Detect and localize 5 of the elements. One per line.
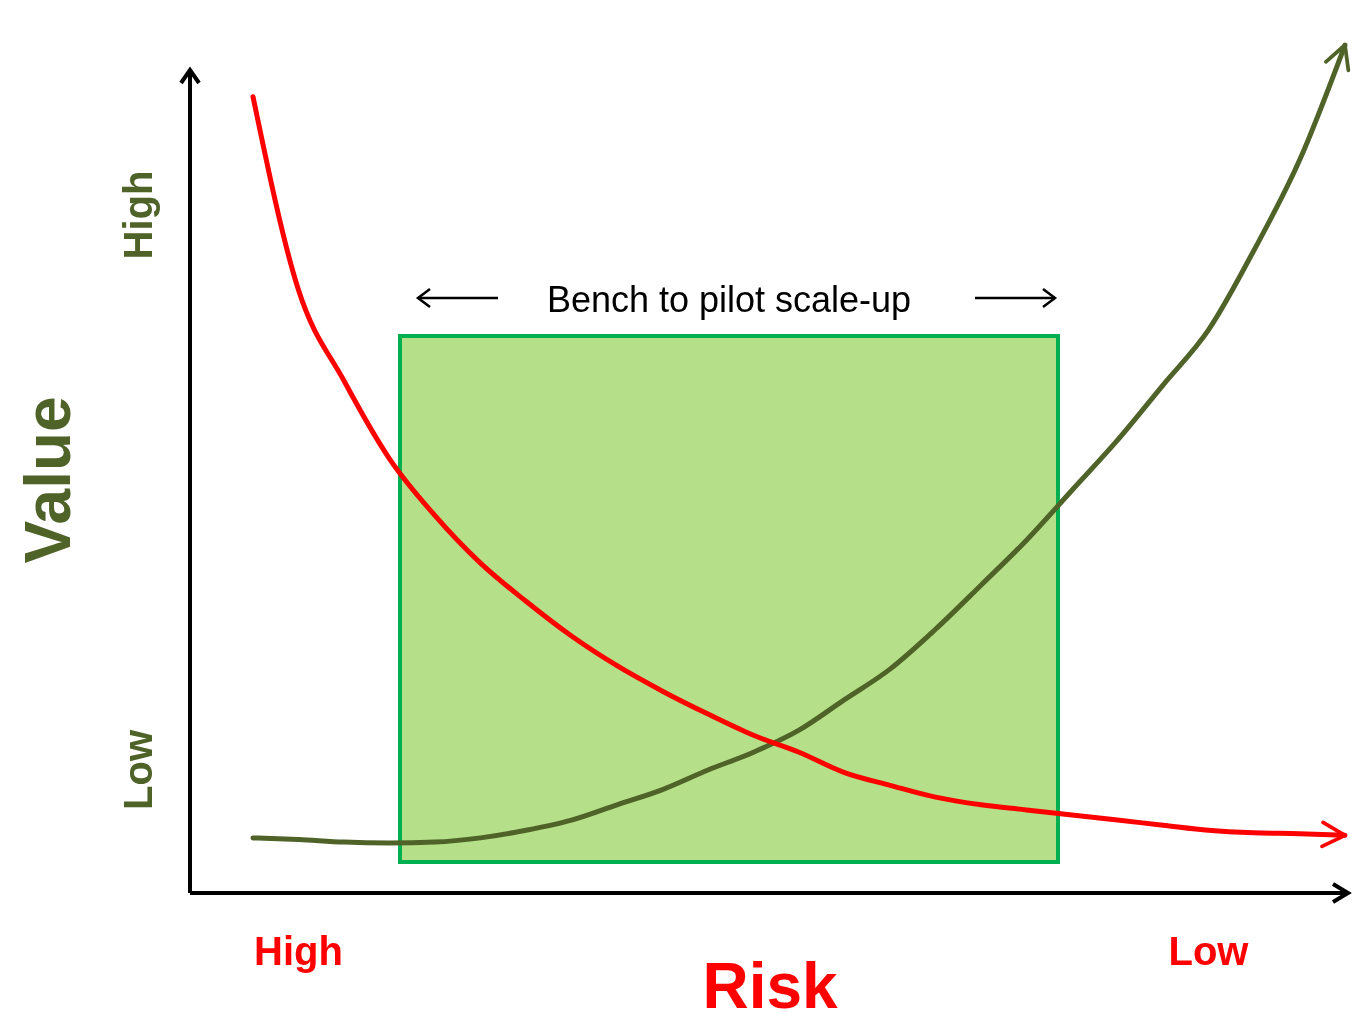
text: Low bbox=[116, 729, 160, 810]
text: High bbox=[116, 170, 160, 260]
annotation: Bench to pilot scale-up bbox=[546, 279, 912, 320]
y-axis-title: Value bbox=[12, 396, 84, 564]
x-axis-title: Risk bbox=[702, 950, 838, 1013]
